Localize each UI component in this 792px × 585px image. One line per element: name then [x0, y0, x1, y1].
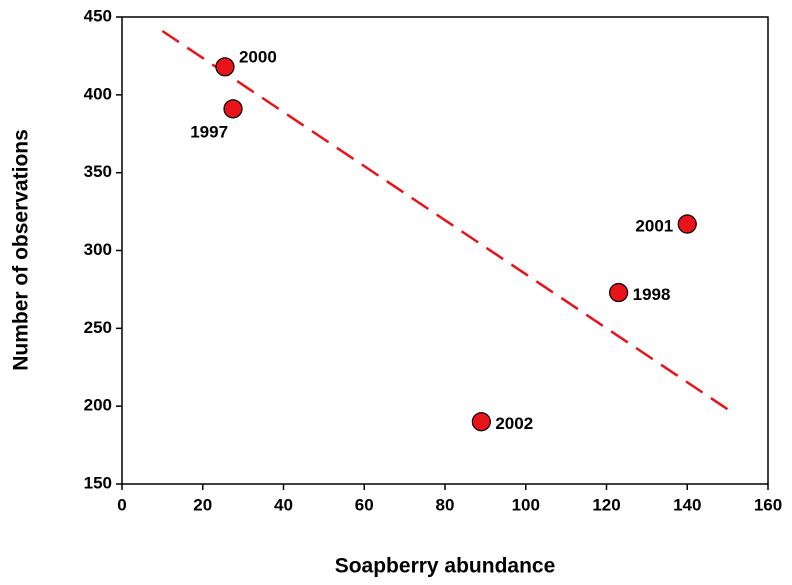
point-label: 2000 [239, 47, 277, 66]
y-tick-label: 250 [84, 318, 112, 337]
point-label: 1997 [190, 122, 228, 141]
point [677, 214, 697, 234]
x-tick-label: 40 [274, 495, 293, 514]
y-tick-label: 150 [84, 473, 112, 492]
point-label: 1998 [633, 285, 671, 304]
point-label: 2001 [635, 217, 673, 236]
x-tick-label: 0 [117, 495, 126, 514]
x-axis-title: Soapberry abundance [335, 555, 556, 578]
y-tick-label: 200 [84, 396, 112, 415]
x-tick-label: 60 [355, 495, 374, 514]
x-tick-label: 20 [193, 495, 212, 514]
x-tick-label: 160 [754, 495, 782, 514]
trend-line [161, 29, 729, 411]
y-tick-label: 350 [84, 162, 112, 181]
point-label: 2002 [495, 414, 533, 433]
point [609, 282, 629, 303]
point [215, 57, 235, 77]
x-tick-label: 120 [592, 495, 620, 514]
x-tick-label: 100 [512, 495, 540, 514]
x-tick-label: 80 [436, 495, 455, 514]
plot-frame [121, 16, 769, 485]
x-tick-label: 140 [673, 495, 701, 514]
y-tick-label: 300 [84, 240, 112, 259]
point [471, 412, 491, 432]
y-axis-title: Number of observations [10, 129, 33, 371]
y-tick-label: 450 [84, 6, 112, 25]
y-tick-label: 400 [84, 84, 112, 103]
point [223, 99, 243, 119]
